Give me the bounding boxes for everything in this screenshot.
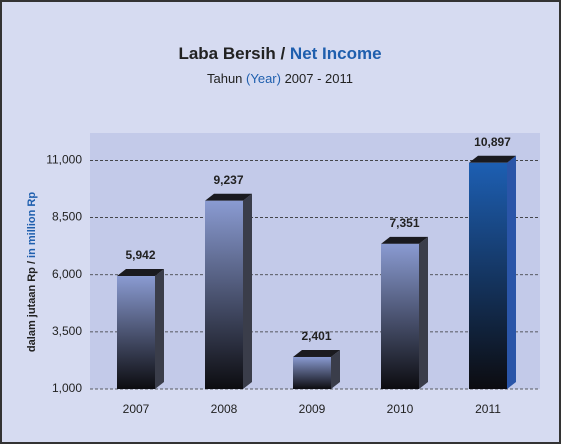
bar-top	[381, 236, 428, 244]
plot-area	[90, 133, 540, 389]
bar-side	[419, 236, 428, 389]
chart-title: Laba Bersih / Net Income	[178, 44, 381, 63]
bar-side	[243, 193, 252, 389]
bar-top	[117, 269, 164, 277]
y-axis-label: dalam jutaan Rp / in million Rp	[26, 192, 38, 352]
bar-top	[469, 155, 516, 163]
bar	[381, 243, 419, 389]
y-label-part: in million Rp	[26, 192, 38, 258]
y-label-part: dalam jutaan Rp /	[26, 258, 38, 352]
x-tick-label: 2010	[387, 402, 414, 416]
subtitle-part: (Year)	[246, 71, 281, 86]
bar	[293, 356, 331, 389]
y-tick-label: 11,000	[46, 153, 82, 167]
x-tick-label: 2011	[475, 402, 501, 416]
bar	[469, 162, 507, 389]
bar-side	[155, 269, 164, 389]
bar-top	[293, 349, 340, 357]
bar	[205, 200, 243, 389]
x-tick-label: 2009	[299, 402, 326, 416]
subtitle-part: Tahun	[207, 71, 246, 86]
bar	[117, 276, 155, 389]
value-label: 10,897	[474, 135, 511, 149]
y-tick-label: 6,000	[52, 267, 82, 281]
title-part: Net Income	[290, 44, 382, 63]
x-tick-label: 2008	[211, 402, 238, 416]
bar-top	[205, 193, 252, 201]
chart-subtitle: Tahun (Year) 2007 - 2011	[207, 71, 353, 86]
y-tick-label: 1,000	[52, 381, 82, 395]
subtitle-part: 2007 - 2011	[281, 71, 353, 86]
value-label: 9,237	[213, 173, 243, 187]
bar-side	[507, 155, 516, 389]
title-part: Laba Bersih /	[178, 44, 289, 63]
bar-side	[331, 349, 340, 389]
value-label: 5,942	[125, 248, 155, 262]
y-tick-label: 3,500	[52, 324, 82, 338]
y-tick-label: 8,500	[52, 210, 82, 224]
x-tick-label: 2007	[123, 402, 150, 416]
value-label: 2,401	[301, 329, 331, 343]
value-label: 7,351	[389, 216, 419, 230]
